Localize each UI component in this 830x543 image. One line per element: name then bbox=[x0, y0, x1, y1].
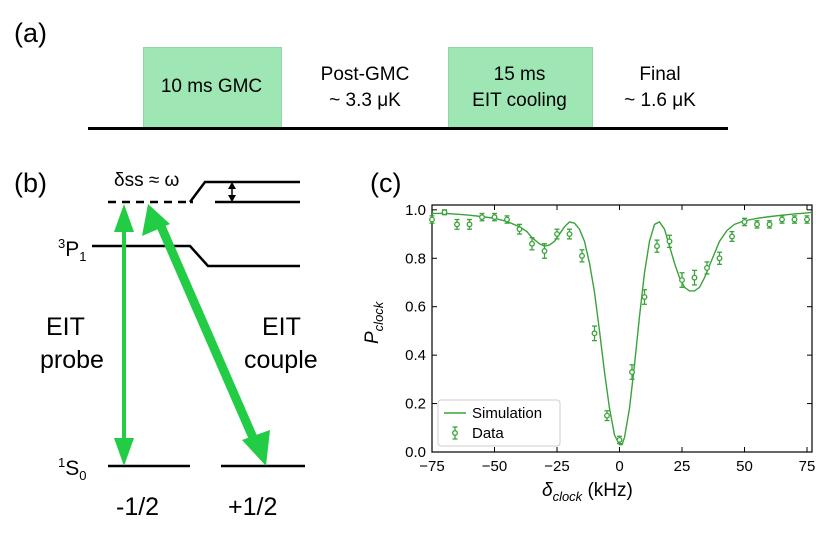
sequence-stage-gmc-box bbox=[143, 47, 282, 129]
y-axis-label-main: P bbox=[362, 331, 383, 344]
level-3p1-kinked bbox=[92, 244, 300, 268]
level-3p1-superscript: 3 bbox=[58, 236, 66, 251]
sequence-stage-final-label: Final bbox=[639, 64, 681, 85]
data-point bbox=[454, 221, 460, 228]
legend-box bbox=[437, 399, 561, 447]
data-point bbox=[541, 248, 548, 254]
x-tick-label: 75 bbox=[799, 458, 816, 475]
legend-simulation-label: Simulation bbox=[472, 405, 542, 422]
data-point bbox=[804, 216, 810, 223]
data-point bbox=[479, 214, 485, 221]
data-point bbox=[616, 436, 623, 443]
mf-label-minus: -1/2 bbox=[116, 493, 160, 521]
sequence-stage-postgmc-label: Post-GMC bbox=[320, 64, 410, 85]
x-axis-label: δclock (kHz) bbox=[542, 480, 633, 504]
mf-label-plus: +1/2 bbox=[228, 493, 278, 521]
data-point bbox=[504, 216, 510, 223]
panel-label-c: (c) bbox=[370, 168, 402, 198]
panel-label-b: (b) bbox=[14, 168, 47, 198]
plot-frame bbox=[431, 204, 813, 453]
y-tick-label: 0.0 bbox=[405, 444, 426, 461]
data-point bbox=[591, 330, 598, 337]
y-tick-label: 0.8 bbox=[405, 250, 426, 267]
data-point bbox=[779, 216, 785, 223]
y-tick-label: 0.6 bbox=[405, 299, 426, 316]
data-point bbox=[666, 238, 673, 245]
data-point bbox=[441, 209, 448, 216]
data-point bbox=[566, 231, 573, 238]
y-axis-label: Pclock bbox=[362, 302, 386, 344]
x-axis-label-unit: (kHz) bbox=[582, 480, 633, 501]
probe-arrow-head-bottom bbox=[114, 438, 134, 466]
sequence-stage-gmc-label: 10 ms GMC bbox=[160, 76, 263, 97]
level-1s0-subscript: 0 bbox=[79, 468, 87, 484]
sequence-stage-eit-label-1: 15 ms bbox=[493, 64, 546, 85]
couple-label-line2: couple bbox=[244, 346, 318, 374]
x-tick-label: −25 bbox=[544, 458, 569, 475]
y-tick-label: 1.0 bbox=[405, 202, 426, 219]
x-tick-label: 25 bbox=[674, 458, 691, 475]
data-point bbox=[791, 216, 798, 223]
shift-label: δss ≈ ω bbox=[114, 170, 180, 191]
data-point bbox=[641, 294, 648, 300]
probe-label-line1: EIT bbox=[46, 313, 85, 341]
data-point bbox=[654, 243, 660, 250]
x-axis-label-main: δ bbox=[542, 480, 553, 501]
data-point bbox=[679, 277, 685, 284]
data-point bbox=[691, 274, 698, 281]
panel-label-a: (a) bbox=[14, 18, 47, 48]
data-point bbox=[729, 233, 735, 240]
shift-arrow-head-up bbox=[228, 182, 236, 189]
data-point bbox=[754, 221, 760, 228]
x-tick-label: 50 bbox=[736, 458, 753, 475]
data-point bbox=[516, 226, 523, 233]
x-tick-label: 0 bbox=[615, 458, 623, 475]
data-point bbox=[604, 412, 610, 419]
data-point bbox=[529, 240, 535, 247]
simulation-line bbox=[432, 211, 813, 446]
sequence-timeline-bar bbox=[88, 127, 728, 130]
level-1s0-label: 1S0 bbox=[58, 455, 86, 483]
data-point bbox=[716, 255, 723, 262]
data-point bbox=[491, 214, 498, 221]
couple-arrow-head-bottom bbox=[242, 430, 270, 466]
sequence-stage-eit-box bbox=[448, 47, 593, 129]
data-point bbox=[429, 216, 435, 223]
data-point bbox=[629, 369, 635, 376]
couple-arrow-head-top bbox=[142, 204, 170, 236]
y-tick-label: 0.4 bbox=[405, 347, 426, 364]
couple-label-line1: EIT bbox=[262, 313, 301, 341]
couple-arrow-shaft bbox=[155, 222, 259, 442]
sequence-stage-postgmc-temp: ~ 3.3 μK bbox=[329, 90, 401, 111]
probe-label-line2: probe bbox=[40, 346, 104, 374]
sequence-stage-final-temp: ~ 1.6 μK bbox=[624, 90, 696, 111]
data-point bbox=[579, 252, 585, 259]
data-point bbox=[554, 231, 560, 238]
y-tick-label: 0.2 bbox=[405, 396, 426, 413]
data-point bbox=[741, 219, 748, 225]
level-3p1-subscript: 1 bbox=[79, 249, 87, 265]
x-tick-label: −75 bbox=[419, 458, 444, 475]
data-point bbox=[766, 221, 773, 228]
data-point bbox=[704, 265, 710, 271]
x-axis-label-sub: clock bbox=[552, 488, 583, 504]
legend-data-label: Data bbox=[472, 425, 504, 442]
level-3p1-letter: P bbox=[65, 238, 80, 261]
shift-arrow-head-down bbox=[228, 195, 236, 202]
data-point bbox=[466, 221, 473, 228]
excited-level-upper-kinked bbox=[189, 180, 300, 203]
level-1s0-superscript: 1 bbox=[58, 455, 66, 470]
y-axis-label-sub: clock bbox=[370, 301, 386, 332]
x-tick-label: −50 bbox=[482, 458, 507, 475]
level-3p1-label: 3P1 bbox=[58, 236, 86, 264]
level-1s0-letter: S bbox=[65, 457, 80, 480]
legend-data-swatch bbox=[452, 430, 458, 436]
probe-arrow-head-top bbox=[114, 204, 134, 232]
sequence-stage-eit-label-2: EIT cooling bbox=[472, 90, 567, 111]
